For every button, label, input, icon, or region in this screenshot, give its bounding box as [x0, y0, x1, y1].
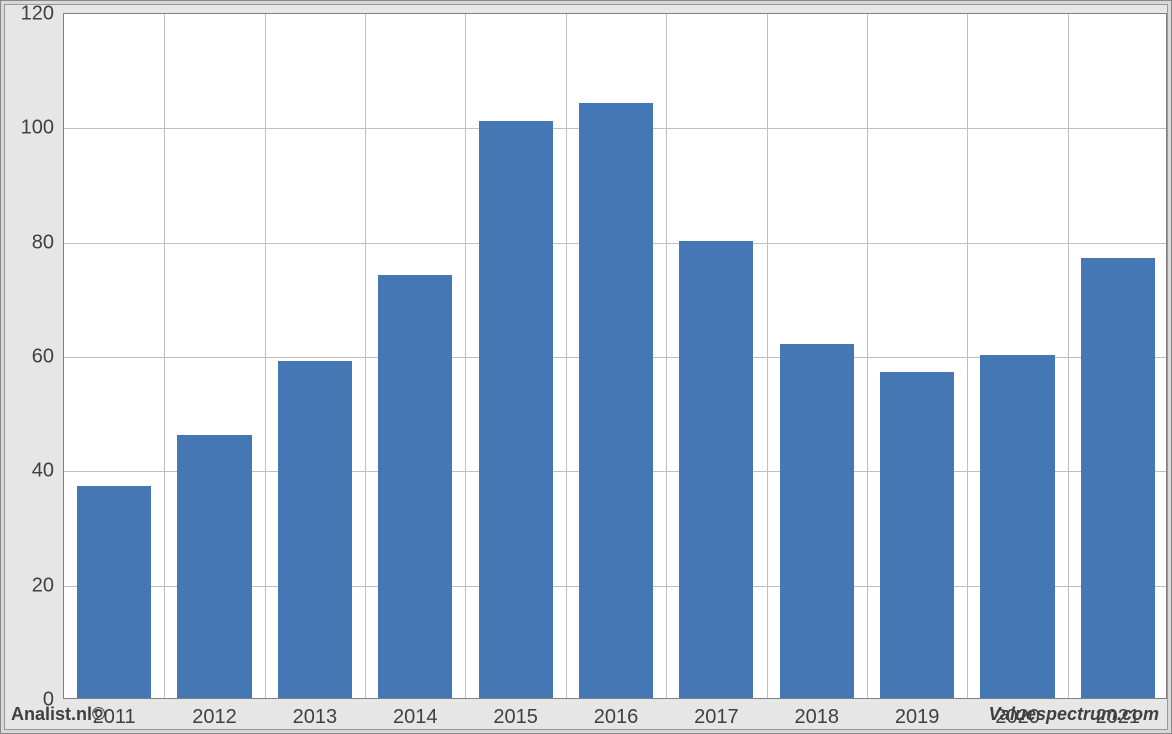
bar: [177, 435, 251, 698]
grid-line-v: [265, 14, 266, 698]
grid-line-v: [666, 14, 667, 698]
x-tick-label: 2015: [493, 698, 538, 729]
grid-line-v: [465, 14, 466, 698]
y-tick-label: 80: [32, 231, 64, 254]
x-tick-label: 2017: [694, 698, 739, 729]
bar: [479, 121, 553, 698]
y-tick-label: 40: [32, 460, 64, 483]
credit-right: Valuespectrum.com: [989, 704, 1159, 725]
bar: [378, 275, 452, 698]
bar: [780, 344, 854, 698]
x-tick-label: 2014: [393, 698, 438, 729]
grid-line-v: [566, 14, 567, 698]
bar: [980, 355, 1054, 698]
grid-line-v: [967, 14, 968, 698]
x-tick-label: 2012: [192, 698, 237, 729]
chart-outer-panel: 0204060801001202011201220132014201520162…: [4, 4, 1168, 730]
grid-line-v: [365, 14, 366, 698]
plot-area: 0204060801001202011201220132014201520162…: [63, 13, 1167, 699]
x-tick-label: 2019: [895, 698, 940, 729]
y-tick-label: 20: [32, 574, 64, 597]
grid-line-v: [164, 14, 165, 698]
grid-line-v: [767, 14, 768, 698]
y-tick-label: 100: [21, 117, 64, 140]
credit-left: Analist.nl©: [11, 704, 105, 725]
x-tick-label: 2018: [794, 698, 839, 729]
bar: [880, 372, 954, 698]
bar: [77, 486, 151, 698]
bar: [278, 361, 352, 698]
y-tick-label: 120: [21, 3, 64, 26]
grid-line-v: [867, 14, 868, 698]
bar: [579, 103, 653, 698]
bar: [1081, 258, 1155, 698]
x-tick-label: 2016: [594, 698, 639, 729]
grid-line-v: [1068, 14, 1069, 698]
x-tick-label: 2013: [293, 698, 338, 729]
bar: [679, 241, 753, 698]
y-tick-label: 60: [32, 346, 64, 369]
